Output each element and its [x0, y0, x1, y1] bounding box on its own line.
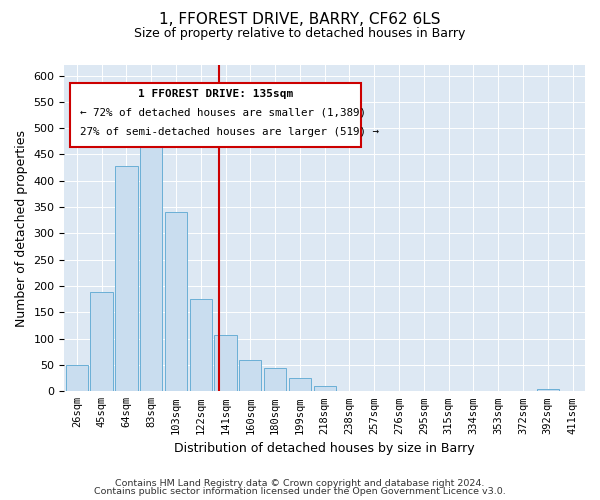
Bar — [239, 360, 262, 392]
Bar — [264, 368, 286, 392]
Bar — [91, 292, 113, 392]
Bar — [536, 388, 559, 392]
Bar — [190, 299, 212, 392]
FancyBboxPatch shape — [70, 83, 361, 146]
Text: Contains HM Land Registry data © Crown copyright and database right 2024.: Contains HM Land Registry data © Crown c… — [115, 478, 485, 488]
Text: 1, FFOREST DRIVE, BARRY, CF62 6LS: 1, FFOREST DRIVE, BARRY, CF62 6LS — [159, 12, 441, 28]
Bar — [214, 335, 236, 392]
Text: 27% of semi-detached houses are larger (519) →: 27% of semi-detached houses are larger (… — [80, 127, 379, 137]
Bar — [289, 378, 311, 392]
Text: 1 FFOREST DRIVE: 135sqm: 1 FFOREST DRIVE: 135sqm — [138, 90, 293, 100]
Bar — [140, 142, 163, 392]
Bar — [314, 386, 336, 392]
Bar — [65, 365, 88, 392]
Text: Size of property relative to detached houses in Barry: Size of property relative to detached ho… — [134, 28, 466, 40]
Bar — [115, 166, 137, 392]
Bar — [165, 212, 187, 392]
Text: ← 72% of detached houses are smaller (1,389): ← 72% of detached houses are smaller (1,… — [80, 108, 366, 118]
X-axis label: Distribution of detached houses by size in Barry: Distribution of detached houses by size … — [175, 442, 475, 455]
Y-axis label: Number of detached properties: Number of detached properties — [15, 130, 28, 326]
Text: Contains public sector information licensed under the Open Government Licence v3: Contains public sector information licen… — [94, 487, 506, 496]
